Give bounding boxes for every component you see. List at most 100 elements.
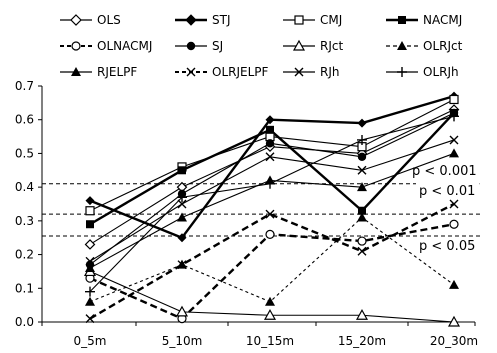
legend-label-rjct: RJct — [320, 39, 343, 53]
legend-label-cmj: CMJ — [320, 13, 342, 27]
legend-marker-square-open — [294, 15, 304, 25]
data-point — [449, 135, 459, 145]
data-point — [265, 139, 275, 148]
x-tick-label: 20_30m — [430, 334, 478, 348]
data-point — [84, 239, 96, 250]
legend-entry: CMJ — [283, 13, 342, 27]
legend-marker-x — [294, 67, 304, 77]
legend-entry: STJ — [175, 13, 231, 27]
legend-marker-x — [186, 67, 196, 77]
x-tick-label: 10_15m — [246, 334, 294, 348]
data-point — [447, 315, 461, 327]
legend-entry: OLNACMJ — [60, 39, 152, 53]
threshold-label: p < 0.001 — [412, 164, 477, 179]
legend-marker-triangle-open — [292, 39, 306, 51]
data-point — [357, 182, 367, 192]
data-point — [357, 236, 367, 246]
data-point — [357, 212, 367, 222]
legend-entry: RJELPF — [60, 65, 137, 79]
data-point — [265, 178, 275, 189]
legend-marker-circle-open — [71, 41, 81, 51]
legend-marker-triangle-filled — [397, 41, 407, 50]
legend-label-nacmj: NACMJ — [423, 13, 462, 27]
y-tick-label: 0.3 — [15, 214, 34, 228]
threshold-label-bg — [416, 183, 480, 198]
data-point — [265, 229, 275, 239]
data-point — [85, 196, 95, 206]
data-point — [357, 152, 367, 161]
legend-label-olrjh: OLRJh — [423, 65, 459, 79]
data-point — [266, 125, 274, 134]
data-point — [449, 111, 459, 122]
legend-entry: OLRJct — [386, 39, 463, 53]
legend-entry: OLRJh — [386, 65, 459, 79]
legend-entry: OLS — [60, 13, 121, 27]
data-point — [357, 246, 367, 256]
data-point — [85, 286, 95, 297]
threshold-label: p < 0.05 — [419, 239, 475, 254]
data-point — [85, 314, 95, 324]
y-tick-label: 0.6 — [15, 113, 34, 127]
data-point — [177, 233, 187, 243]
data-point — [357, 118, 367, 128]
x-tick-label: 15_20m — [338, 334, 386, 348]
data-point — [449, 148, 459, 158]
y-tick-label: 0.7 — [15, 79, 34, 93]
data-point — [449, 94, 459, 105]
legend-marker-plus — [397, 67, 407, 77]
legend-marker-diamond-filled — [185, 14, 197, 26]
series-line-olrjelpf — [89, 202, 455, 320]
series-line-olrjct — [89, 216, 455, 303]
legend-entry: SJ — [175, 39, 223, 53]
data-point — [449, 199, 459, 209]
legend-entry: OLRJELPF — [175, 65, 269, 79]
data-point — [85, 263, 95, 273]
x-tick-label: 5_10m — [162, 334, 203, 348]
data-point — [265, 115, 275, 125]
data-point — [355, 309, 369, 320]
data-point — [265, 152, 275, 162]
data-point — [85, 256, 95, 266]
data-point — [177, 212, 187, 222]
legend-entry: NACMJ — [386, 13, 462, 27]
y-tick-label: 0.5 — [15, 146, 34, 160]
data-point — [177, 199, 187, 209]
x-tick-label: 0_5m — [74, 334, 107, 348]
data-point — [178, 166, 186, 175]
data-point — [85, 206, 95, 216]
legend-label-olrjelpf: OLRJELPF — [212, 65, 269, 79]
legend-marker-triangle-filled — [71, 67, 81, 76]
data-point — [449, 219, 459, 229]
legend-label-sj: SJ — [212, 39, 223, 53]
y-tick-label: 0.1 — [15, 281, 34, 295]
y-tick-label: 0.0 — [15, 315, 34, 329]
y-tick-label: 0.2 — [15, 248, 34, 262]
data-point — [358, 206, 366, 215]
legend-label-stj: STJ — [212, 13, 231, 27]
legend-marker-square-filled — [398, 16, 406, 24]
data-point — [357, 134, 367, 145]
data-point — [177, 260, 187, 270]
legend-label-olrjct: OLRJct — [423, 39, 463, 53]
legend-entry: RJct — [283, 39, 343, 53]
threshold-label: p < 0.01 — [419, 184, 475, 199]
data-point — [177, 192, 187, 203]
threshold-label-bg — [416, 238, 480, 253]
data-point — [265, 209, 275, 219]
data-point — [85, 296, 95, 306]
plot-area: 0.0 0.1 0.2 0.3 0.4 0.5 0.6 0.7 0_5m 5_10m 10_15m 1… — [15, 79, 483, 348]
legend-label-ols: OLS — [97, 13, 121, 27]
data-point — [263, 309, 277, 320]
legend-marker-diamond-open — [70, 14, 82, 26]
y-tick-label: 0.4 — [15, 180, 34, 194]
data-point — [265, 296, 275, 306]
data-point — [449, 279, 459, 289]
data-point — [86, 220, 94, 229]
legend-marker-circle-filled — [186, 41, 196, 51]
data-point — [357, 165, 367, 175]
legend-label-rjh: RJh — [320, 65, 339, 79]
legend-label-rjelpf: RJELPF — [97, 65, 137, 79]
data-point — [175, 305, 189, 317]
legend-label-olnacmj: OLNACMJ — [97, 39, 152, 53]
